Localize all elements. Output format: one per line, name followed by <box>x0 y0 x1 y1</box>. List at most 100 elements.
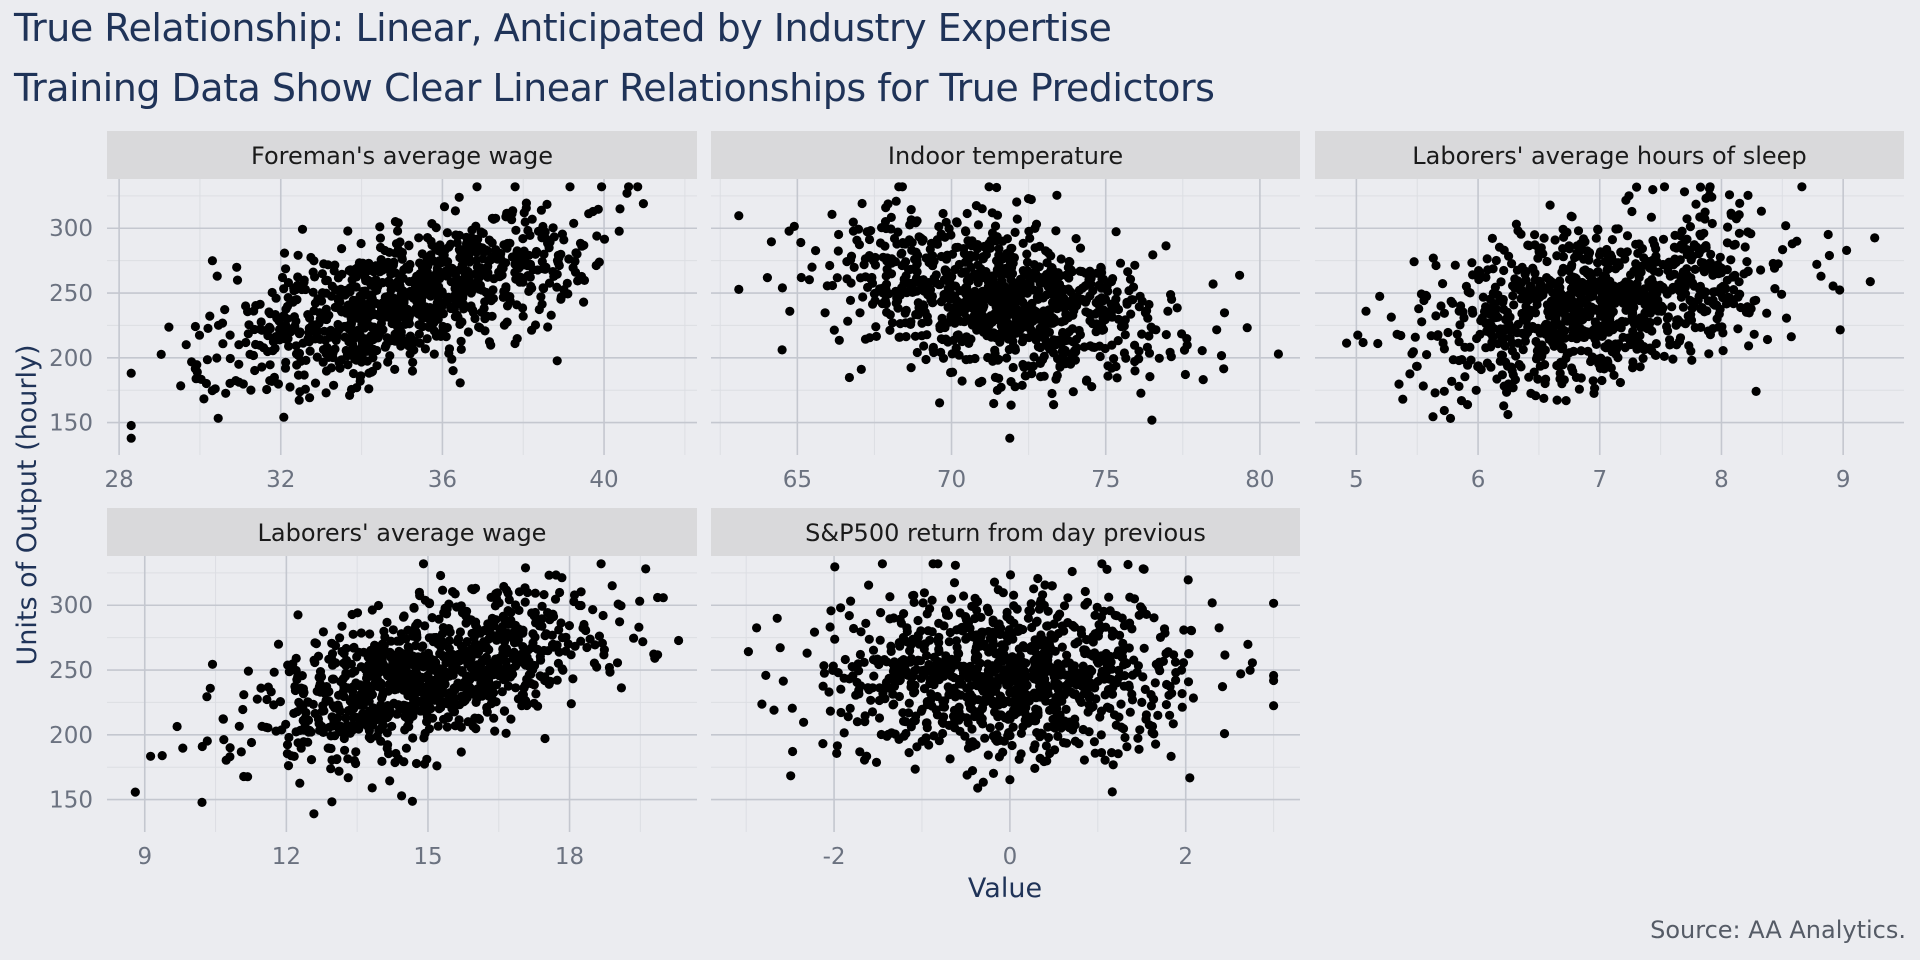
data-point <box>1112 287 1122 297</box>
data-point <box>826 606 836 616</box>
data-point <box>874 659 884 670</box>
facet-strip <box>711 131 1300 179</box>
data-point <box>1558 263 1568 273</box>
data-point <box>1614 339 1624 349</box>
data-point <box>264 322 274 332</box>
data-point <box>469 633 479 643</box>
data-point <box>958 267 968 277</box>
data-point <box>1124 286 1134 296</box>
data-point <box>327 291 337 301</box>
data-point <box>1414 304 1424 314</box>
data-point <box>1516 278 1527 288</box>
data-point <box>376 318 386 328</box>
data-point <box>408 733 418 743</box>
data-point <box>938 208 948 219</box>
data-point <box>1134 744 1144 754</box>
data-point <box>1090 309 1100 319</box>
data-point <box>1165 710 1175 720</box>
data-point <box>1645 263 1655 273</box>
data-point <box>490 726 500 736</box>
data-point <box>347 609 357 620</box>
data-point <box>1031 307 1042 317</box>
y-tick-label: 300 <box>49 216 93 242</box>
data-point <box>232 262 242 272</box>
data-point <box>880 296 891 306</box>
data-point <box>989 577 1000 587</box>
data-point <box>309 809 319 819</box>
data-point <box>1120 658 1131 668</box>
data-point <box>470 313 480 324</box>
data-point <box>400 679 410 690</box>
data-point <box>594 257 604 267</box>
data-point <box>277 272 288 283</box>
data-point <box>146 751 156 761</box>
data-point <box>1718 346 1728 356</box>
data-point <box>1022 257 1033 267</box>
data-point <box>1510 274 1520 284</box>
data-point <box>1070 639 1080 649</box>
data-point <box>934 221 944 232</box>
data-point <box>1154 353 1164 363</box>
data-point <box>1147 415 1157 425</box>
data-point <box>395 307 405 318</box>
data-point <box>954 259 964 270</box>
data-point <box>1217 682 1228 692</box>
data-point <box>1699 267 1709 277</box>
data-point <box>966 240 976 250</box>
data-point <box>298 338 308 348</box>
data-point <box>865 333 875 343</box>
data-point <box>988 768 999 779</box>
data-point <box>634 622 644 632</box>
data-point <box>520 217 530 227</box>
data-point <box>1032 616 1042 626</box>
data-point <box>429 349 439 359</box>
data-point <box>1463 360 1473 370</box>
data-point <box>279 412 289 422</box>
data-point <box>941 657 952 667</box>
data-point <box>444 636 454 646</box>
data-point <box>285 382 295 392</box>
x-tick-label: 9 <box>1836 467 1851 493</box>
data-point <box>929 256 939 266</box>
data-point <box>250 365 260 376</box>
data-point <box>349 270 360 280</box>
data-point <box>1566 262 1576 272</box>
data-point <box>885 310 895 320</box>
data-point <box>1552 395 1562 405</box>
data-point <box>416 661 426 671</box>
data-point <box>218 339 228 349</box>
data-point <box>1059 738 1069 748</box>
data-point <box>1733 292 1743 302</box>
y-tick-label: 150 <box>49 788 93 814</box>
data-point <box>1148 250 1158 260</box>
data-point <box>298 689 308 699</box>
data-point <box>565 182 575 192</box>
data-point <box>984 182 994 192</box>
data-point <box>1042 290 1052 300</box>
data-point <box>1609 370 1619 380</box>
data-point <box>418 313 428 323</box>
data-point <box>481 642 492 652</box>
data-point <box>844 372 855 383</box>
data-point <box>346 384 357 395</box>
data-point <box>451 230 461 240</box>
data-point <box>1147 727 1157 738</box>
data-point <box>414 329 424 339</box>
data-point <box>985 243 995 253</box>
data-point <box>305 393 315 403</box>
data-point <box>510 182 520 192</box>
data-point <box>977 702 988 713</box>
data-point <box>1002 353 1012 363</box>
data-point <box>951 242 961 253</box>
data-point <box>1079 755 1089 765</box>
data-point <box>444 650 454 661</box>
data-point <box>521 198 532 208</box>
data-point <box>845 295 856 305</box>
data-point <box>1113 304 1124 315</box>
data-point <box>934 280 944 290</box>
data-point <box>1700 214 1710 224</box>
data-point <box>1003 731 1013 741</box>
data-point <box>922 312 932 322</box>
data-point <box>1539 393 1549 403</box>
data-point <box>1428 412 1438 422</box>
